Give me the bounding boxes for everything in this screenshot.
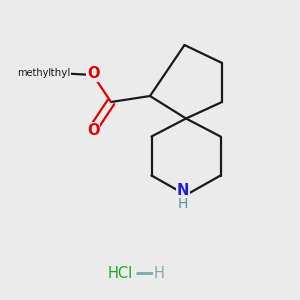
Text: O: O [87,66,99,81]
Text: N: N [177,183,189,198]
Text: methyl: methyl [34,68,71,79]
Text: methyl: methyl [17,68,51,79]
Text: H: H [154,266,164,280]
Text: H: H [178,197,188,211]
Text: O: O [87,123,99,138]
Text: HCl: HCl [107,266,133,280]
